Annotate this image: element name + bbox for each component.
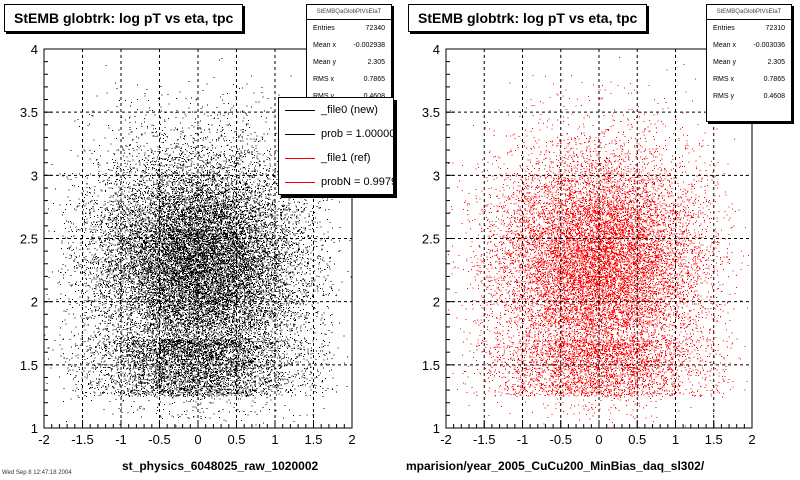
y-tick-label: 3	[433, 168, 440, 183]
y-tick-label: 3	[31, 168, 38, 183]
y-tick-label: 2	[433, 295, 440, 310]
plot-right: -2 -1.5 -1 -0.5 0 0.5 1 1.5 2 1 1.5 2 2.5 3 3.5 4	[422, 42, 756, 447]
scatter-points	[448, 56, 750, 428]
x-tick-label: -1	[517, 432, 529, 447]
x-tick-label: -0.5	[550, 432, 572, 447]
legend-line-icon	[285, 181, 315, 183]
x-tick-label: 0	[194, 432, 201, 447]
y-tick-label: 2.5	[422, 232, 440, 247]
timestamp-note: Wed Sep 8 12:47:18 2004	[2, 470, 72, 476]
stats-box-left: StEMBQaGlobPtVsEtaT Entries 72340 Mean x-…	[306, 4, 392, 106]
y-tick-label: 1.5	[20, 358, 38, 373]
legend-line-icon	[285, 109, 315, 111]
x-axis-label-right: mparision/year_2005_CuCu200_MinBias_daq_…	[406, 459, 705, 473]
stats-row-mean-y: Mean y 2.305	[313, 59, 385, 66]
x-tick-label: 1.5	[304, 432, 322, 447]
stats-row-rms-x: RMS x 0.7865	[313, 76, 385, 83]
chart-title-right: StEMB globtrk: log pT vs eta, tpc	[408, 4, 648, 32]
x-tick-label: -1.5	[71, 432, 93, 447]
plot-left: -2 -1.5 -1 -0.5 0 0.5 1 1.5 2 1 1.5 2 2.5 3 3.5 4	[20, 42, 356, 447]
y-tick-label: 2.5	[20, 232, 38, 247]
chart-title-left: StEMB globtrk: log pT vs eta, tpc	[4, 4, 244, 32]
x-tick-label: 0.5	[227, 432, 245, 447]
x-tick-label: 2	[348, 432, 355, 447]
stats-row-entries: Entries 72340	[313, 25, 385, 32]
x-tick-label: -2	[440, 432, 452, 447]
y-tick-label: 3.5	[20, 105, 38, 120]
y-tick-label: 3.5	[422, 105, 440, 120]
stats-row-entries: Entries 72310	[713, 25, 785, 32]
stats-row-rms-y: RMS y0.4608	[307, 88, 391, 105]
x-tick-label: 0	[595, 432, 602, 447]
x-tick-label: -1.5	[473, 432, 495, 447]
scatter-points	[44, 58, 353, 427]
legend: _file0 (new) prob = 1.000000 _file1 (ref…	[278, 97, 394, 195]
legend-entry: probN = 0.997980	[279, 170, 393, 194]
stats-name: StEMBQaGlobPtVsEtaT	[707, 5, 791, 20]
x-axis-label-left: st_physics_6048025_raw_1020002	[122, 459, 319, 473]
x-tick-label: 2	[748, 432, 755, 447]
x-tick-label: 1	[271, 432, 278, 447]
y-tick-label: 1.5	[422, 358, 440, 373]
y-tick-label: 1	[433, 421, 440, 436]
legend-line-icon	[285, 157, 315, 159]
y-tick-label: 2	[31, 295, 38, 310]
legend-entry: _file0 (new)	[279, 98, 393, 122]
x-tick-label: 1	[672, 432, 679, 447]
legend-entry: _file1 (ref)	[279, 146, 393, 170]
x-tick-label: -0.5	[148, 432, 170, 447]
y-tick-label: 4	[433, 42, 440, 57]
legend-entry: prob = 1.000000	[279, 122, 393, 146]
stats-name: StEMBQaGlobPtVsEtaT	[307, 5, 391, 20]
y-tick-label: 1	[31, 421, 38, 436]
x-tick-label: -2	[38, 432, 50, 447]
legend-line-icon	[285, 133, 315, 135]
x-tick-label: 1.5	[705, 432, 723, 447]
stats-box-right: StEMBQaGlobPtVsEtaT Entries 72310 Mean x-…	[706, 4, 792, 122]
stats-row-rms-x: RMS x 0.7865	[713, 76, 785, 83]
x-tick-label: 0.5	[628, 432, 646, 447]
stats-row-mean-x: Mean x -0.002938	[313, 42, 385, 49]
stats-row-mean-y: Mean y 2.305	[713, 59, 785, 66]
stats-row-mean-x: Mean x -0.003036	[713, 42, 785, 49]
x-tick-label: -1	[115, 432, 127, 447]
y-tick-label: 4	[31, 42, 38, 57]
